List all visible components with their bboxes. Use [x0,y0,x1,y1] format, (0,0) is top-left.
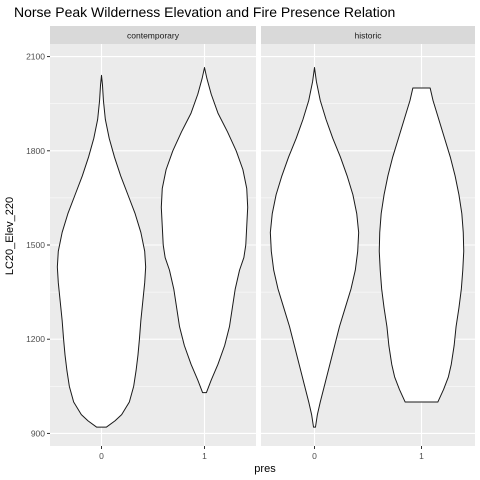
violin-historic-0 [269,67,360,428]
y-tick-label: 2100 [26,52,45,62]
x-tick-label: 0 [99,451,104,461]
y-axis-title: LC20_Elev_220 [4,197,16,275]
strip-label: historic [355,31,383,41]
strip-background [261,26,475,44]
violin-historic-1 [378,87,465,403]
y-tick-label: 1200 [26,334,45,344]
chart-title: Norse Peak Wilderness Elevation and Fire… [14,4,395,20]
y-tick-label: 1800 [26,146,45,156]
facet-panels: contemporary 0 1 historic 0 1 [50,26,475,461]
facet-panel-contemporary: contemporary 0 1 [50,26,256,461]
y-tick-label: 900 [31,428,45,438]
x-axis-title: pres [254,463,276,475]
facet-panel-historic: historic 0 1 [261,26,475,461]
x-tick-label: 1 [419,451,424,461]
y-tick-label: 1500 [26,240,45,250]
x-tick-label: 0 [312,451,317,461]
y-axis: 900 1200 1500 1800 2100 [26,52,50,438]
strip-background [50,26,256,44]
x-tick-label: 1 [202,451,207,461]
violin-contemporary-1 [160,67,249,394]
violin-contemporary-0 [56,74,147,428]
strip-label: contemporary [127,31,180,41]
